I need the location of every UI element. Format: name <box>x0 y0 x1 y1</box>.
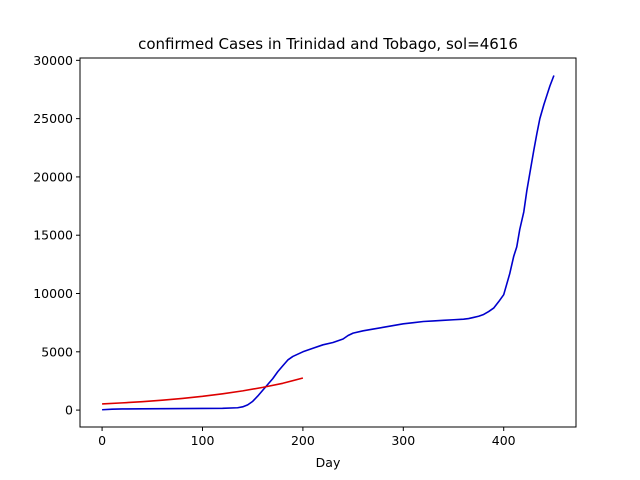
y-tick-label: 5000 <box>41 344 73 359</box>
y-tick-label: 15000 <box>33 228 73 243</box>
series-line-0 <box>102 75 555 411</box>
y-axis: 0 5000 10000 15000 20000 25000 30000 <box>33 53 80 418</box>
series-layer <box>102 75 555 411</box>
x-axis-label: Day <box>316 455 341 470</box>
y-tick-label: 0 <box>65 403 73 418</box>
x-tick-label: 300 <box>391 433 415 448</box>
y-tick-label: 20000 <box>33 169 73 184</box>
x-tick-label: 400 <box>492 433 516 448</box>
x-tick-label: 0 <box>98 433 106 448</box>
x-tick-label: 200 <box>291 433 315 448</box>
y-tick-label: 25000 <box>33 111 73 126</box>
x-tick-label: 100 <box>191 433 215 448</box>
plot-area-frame <box>79 57 577 428</box>
y-tick-label: 10000 <box>33 286 73 301</box>
series-line-1 <box>102 377 304 405</box>
chart-title: confirmed Cases in Trinidad and Tobago, … <box>138 35 518 53</box>
y-tick-label: 30000 <box>33 53 73 68</box>
x-axis: 0 100 200 300 400 <box>98 427 516 448</box>
